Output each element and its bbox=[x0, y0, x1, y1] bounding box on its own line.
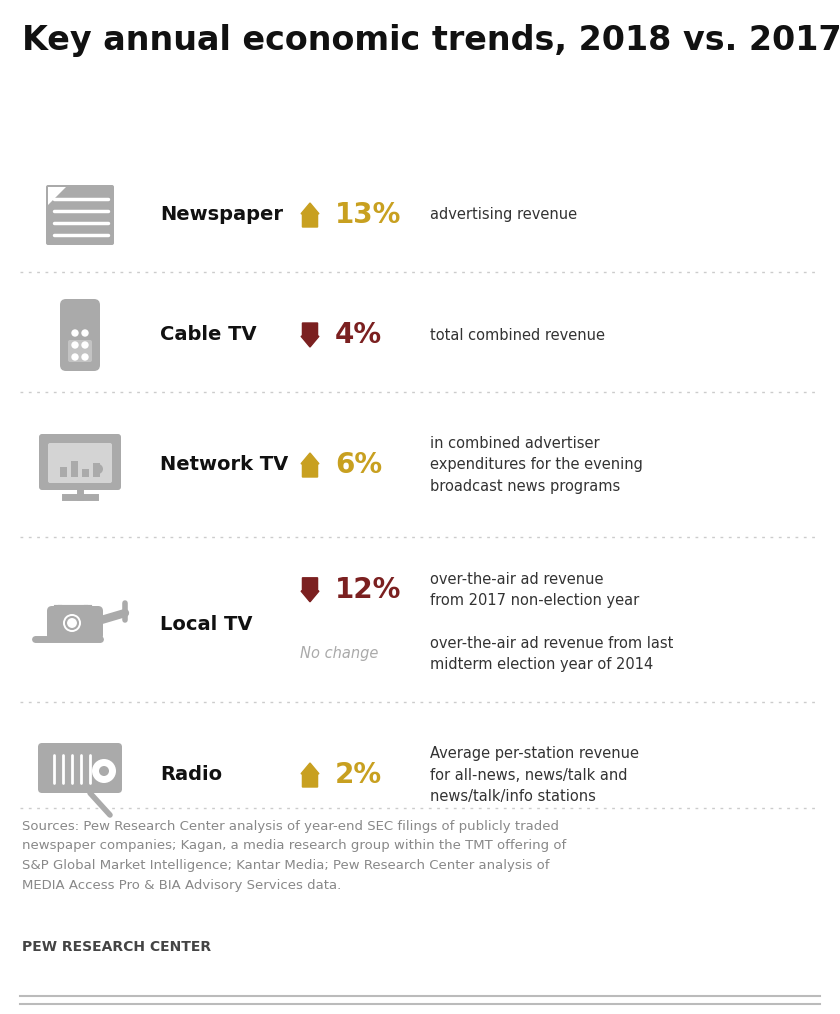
Circle shape bbox=[63, 614, 81, 632]
Text: 4%: 4% bbox=[335, 321, 382, 349]
Text: 6%: 6% bbox=[335, 451, 382, 479]
Text: Cable TV: Cable TV bbox=[160, 325, 257, 345]
Polygon shape bbox=[301, 323, 319, 347]
Text: Key annual economic trends, 2018 vs. 2017: Key annual economic trends, 2018 vs. 201… bbox=[22, 24, 840, 57]
Text: Average per-station revenue
for all-news, news/talk and
news/talk/info stations: Average per-station revenue for all-news… bbox=[430, 746, 639, 804]
FancyBboxPatch shape bbox=[46, 185, 114, 245]
FancyBboxPatch shape bbox=[47, 606, 103, 640]
Text: Sources: Pew Research Center analysis of year-end SEC filings of publicly traded: Sources: Pew Research Center analysis of… bbox=[22, 820, 566, 891]
Circle shape bbox=[82, 354, 88, 360]
Bar bbox=[82, 469, 89, 477]
Polygon shape bbox=[301, 453, 319, 477]
Text: total combined revenue: total combined revenue bbox=[430, 328, 605, 343]
Text: Network TV: Network TV bbox=[160, 455, 288, 475]
Circle shape bbox=[72, 330, 78, 336]
Polygon shape bbox=[301, 578, 319, 601]
FancyBboxPatch shape bbox=[39, 434, 121, 490]
Text: in combined advertiser
expenditures for the evening
broadcast news programs: in combined advertiser expenditures for … bbox=[430, 436, 643, 494]
FancyBboxPatch shape bbox=[48, 443, 112, 483]
Bar bbox=[93, 463, 100, 477]
Circle shape bbox=[82, 342, 88, 348]
Circle shape bbox=[82, 330, 88, 336]
Polygon shape bbox=[301, 763, 319, 787]
Text: over-the-air ad revenue
from 2017 non-election year: over-the-air ad revenue from 2017 non-el… bbox=[430, 572, 639, 608]
FancyBboxPatch shape bbox=[60, 299, 100, 371]
Circle shape bbox=[93, 464, 103, 474]
Text: advertising revenue: advertising revenue bbox=[430, 208, 577, 222]
Text: 13%: 13% bbox=[335, 201, 402, 229]
Circle shape bbox=[99, 766, 109, 776]
Text: 12%: 12% bbox=[335, 576, 402, 603]
Text: Radio: Radio bbox=[160, 766, 222, 785]
Circle shape bbox=[72, 342, 78, 348]
Text: PEW RESEARCH CENTER: PEW RESEARCH CENTER bbox=[22, 940, 211, 954]
FancyBboxPatch shape bbox=[38, 743, 122, 793]
Text: Local TV: Local TV bbox=[160, 615, 253, 635]
Text: No change: No change bbox=[300, 646, 378, 661]
Bar bbox=[71, 461, 78, 477]
Circle shape bbox=[72, 354, 78, 360]
Polygon shape bbox=[301, 203, 319, 227]
Circle shape bbox=[92, 759, 116, 783]
Text: 2%: 2% bbox=[335, 760, 382, 789]
Text: Newspaper: Newspaper bbox=[160, 206, 283, 224]
Bar bbox=[60, 467, 67, 477]
Text: over-the-air ad revenue from last
midterm election year of 2014: over-the-air ad revenue from last midter… bbox=[430, 636, 674, 672]
FancyBboxPatch shape bbox=[68, 340, 92, 362]
Polygon shape bbox=[48, 187, 66, 205]
